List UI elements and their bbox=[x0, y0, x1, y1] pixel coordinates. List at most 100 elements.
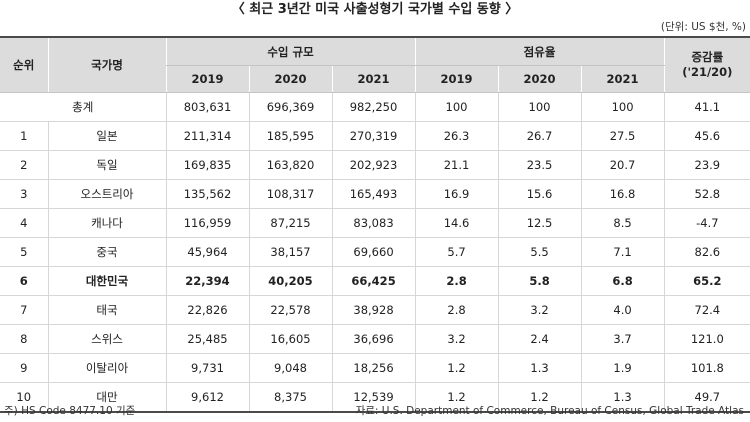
table-cell: 16.9 bbox=[414, 179, 499, 209]
table-cell: 982,250 bbox=[331, 92, 416, 122]
table-cell: 12.5 bbox=[497, 208, 582, 238]
header-year: 2021 bbox=[331, 65, 416, 93]
table-cell: 72.4 bbox=[663, 295, 750, 325]
table-cell: 3.2 bbox=[414, 324, 499, 354]
import-table: 순위 국가명 수입 규모 점유율 증감률 ('21/20) 2019 2020 … bbox=[0, 36, 750, 413]
total-row: 총계 803,631 696,369 982,250 100 100 100 4… bbox=[0, 92, 750, 122]
table-cell: 8.5 bbox=[580, 208, 665, 238]
table-cell: 2.8 bbox=[414, 295, 499, 325]
table-cell: 2.4 bbox=[497, 324, 582, 354]
table-cell: 41.1 bbox=[663, 92, 750, 122]
table-cell: 22,394 bbox=[165, 266, 249, 296]
country-cell: 이탈리아 bbox=[47, 353, 166, 383]
table-cell: 1.2 bbox=[414, 382, 499, 413]
table-cell: 12,539 bbox=[331, 382, 416, 413]
table-cell: 9,612 bbox=[165, 382, 249, 413]
table-cell: 211,314 bbox=[165, 121, 249, 151]
table-cell: 3.7 bbox=[580, 324, 665, 354]
table-cell: 6.8 bbox=[580, 266, 665, 296]
rank-cell: 4 bbox=[0, 208, 48, 238]
table-cell: 169,835 bbox=[165, 150, 249, 180]
table-row: 10 대만 9,612 8,375 12,539 1.2 1.2 1.3 49.7 bbox=[0, 382, 750, 413]
country-cell: 캐나다 bbox=[47, 208, 166, 238]
table-cell: 69,660 bbox=[331, 237, 416, 267]
table-cell: 22,826 bbox=[165, 295, 249, 325]
table-cell: 270,319 bbox=[331, 121, 416, 151]
table-cell: 696,369 bbox=[248, 92, 332, 122]
header-country: 국가명 bbox=[47, 37, 166, 93]
table-cell: 116,959 bbox=[165, 208, 249, 238]
table-cell: 49.7 bbox=[663, 382, 750, 413]
table-cell: 36,696 bbox=[331, 324, 416, 354]
footnote: 주) HS Code 8477.10 기준 bbox=[4, 405, 136, 417]
header-year: 2019 bbox=[414, 65, 499, 93]
table-cell: 18,256 bbox=[331, 353, 416, 383]
table-cell: 22,578 bbox=[248, 295, 332, 325]
table-row: 9 이탈리아 9,731 9,048 18,256 1.2 1.3 1.9 101.8 bbox=[0, 353, 750, 383]
country-cell: 대만 bbox=[47, 382, 166, 413]
country-cell: 스위스 bbox=[47, 324, 166, 354]
table-cell: 7.1 bbox=[580, 237, 665, 267]
rank-cell: 6 bbox=[0, 266, 48, 296]
unit-label: (단위: US $천, %) bbox=[660, 21, 746, 33]
table-row: 2 독일 169,835 163,820 202,923 21.1 23.5 20.7 23.9 bbox=[0, 150, 750, 180]
table-cell: 1.2 bbox=[497, 382, 582, 413]
country-cell: 일본 bbox=[47, 121, 166, 151]
header-growth-line2: ('21/20) bbox=[682, 65, 733, 79]
table-cell: 1.9 bbox=[580, 353, 665, 383]
rank-cell: 8 bbox=[0, 324, 48, 354]
header-growth-line1: 증감률 bbox=[691, 50, 724, 64]
table-cell: 9,731 bbox=[165, 353, 249, 383]
table-title: 〈 최근 3년간 미국 사출성형기 국가별 수입 동향 〉 bbox=[231, 2, 519, 17]
total-label: 총계 bbox=[0, 92, 166, 122]
table-cell: 5.7 bbox=[414, 237, 499, 267]
table-cell: 87,215 bbox=[248, 208, 332, 238]
table-cell: 23.5 bbox=[497, 150, 582, 180]
header-year: 2019 bbox=[165, 65, 249, 93]
table-cell: 8,375 bbox=[248, 382, 332, 413]
table-cell: 26.3 bbox=[414, 121, 499, 151]
table-cell: 52.8 bbox=[663, 179, 750, 209]
table-cell: 202,923 bbox=[331, 150, 416, 180]
table-cell: 108,317 bbox=[248, 179, 332, 209]
table-cell: 3.2 bbox=[497, 295, 582, 325]
table-cell: 45.6 bbox=[663, 121, 750, 151]
table-cell: 163,820 bbox=[248, 150, 332, 180]
table-cell: 15.6 bbox=[497, 179, 582, 209]
table-cell: 38,157 bbox=[248, 237, 332, 267]
table-cell: 40,205 bbox=[248, 266, 332, 296]
table-cell: 27.5 bbox=[580, 121, 665, 151]
header-import-scale: 수입 규모 bbox=[165, 37, 416, 66]
table-cell: 82.6 bbox=[663, 237, 750, 267]
header-growth: 증감률 ('21/20) bbox=[663, 37, 750, 93]
header-rank: 순위 bbox=[0, 37, 48, 93]
table-cell: 14.6 bbox=[414, 208, 499, 238]
country-cell: 독일 bbox=[47, 150, 166, 180]
table-cell: 4.0 bbox=[580, 295, 665, 325]
table-cell: 1.3 bbox=[497, 353, 582, 383]
table-cell: 121.0 bbox=[663, 324, 750, 354]
source-note: 자료: U.S. Department of Commerce, Bureau … bbox=[355, 405, 744, 417]
header-share: 점유율 bbox=[414, 37, 665, 66]
table-row: 1 일본 211,314 185,595 270,319 26.3 26.7 27.5 45.6 bbox=[0, 121, 750, 151]
table-cell: 101.8 bbox=[663, 353, 750, 383]
table-cell: 21.1 bbox=[414, 150, 499, 180]
rank-cell: 10 bbox=[0, 382, 48, 413]
country-cell: 태국 bbox=[47, 295, 166, 325]
table-cell: 65.2 bbox=[663, 266, 750, 296]
table-cell: 5.8 bbox=[497, 266, 582, 296]
table-cell: -4.7 bbox=[663, 208, 750, 238]
table-cell: 38,928 bbox=[331, 295, 416, 325]
table-cell: 9,048 bbox=[248, 353, 332, 383]
header-year: 2021 bbox=[580, 65, 665, 93]
table-cell: 100 bbox=[497, 92, 582, 122]
table-row: 3 오스트리아 135,562 108,317 165,493 16.9 15.6 16.8 5… bbox=[0, 179, 750, 209]
table-cell: 165,493 bbox=[331, 179, 416, 209]
table-cell: 5.5 bbox=[497, 237, 582, 267]
header-year: 2020 bbox=[248, 65, 332, 93]
table-cell: 45,964 bbox=[165, 237, 249, 267]
table-cell: 20.7 bbox=[580, 150, 665, 180]
rank-cell: 7 bbox=[0, 295, 48, 325]
table-cell: 2.8 bbox=[414, 266, 499, 296]
country-cell: 대한민국 bbox=[47, 266, 166, 296]
